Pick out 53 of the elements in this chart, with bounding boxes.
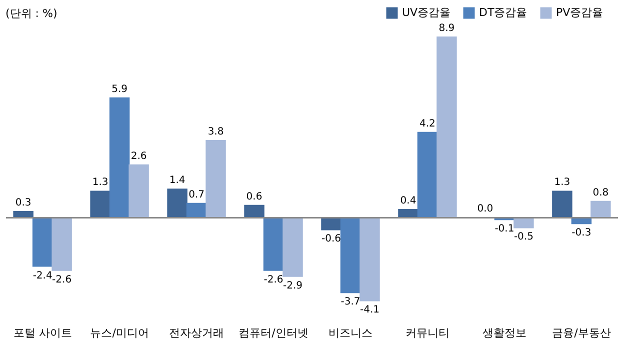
x-tick-label: 금융/부동산 (552, 326, 611, 340)
bar (90, 190, 110, 218)
legend-label: DT증감율 (479, 6, 528, 19)
x-tick-label: 비즈니스 (328, 326, 372, 340)
data-label: 0.8 (592, 187, 609, 198)
x-tick-label: 커뮤니티 (405, 326, 450, 340)
bar (52, 217, 72, 271)
data-label: 8.9 (438, 23, 455, 34)
data-label: -2.6 (52, 274, 72, 286)
data-label: 1.4 (169, 175, 186, 186)
x-tick-label: 전자상거래 (169, 326, 224, 340)
bar (109, 97, 130, 218)
x-tick-label: 포털 사이트 (13, 326, 72, 340)
bar (514, 217, 534, 228)
data-label: 0.4 (400, 195, 416, 206)
data-label: 0.0 (477, 204, 494, 215)
data-label: -2.9 (282, 280, 303, 292)
bar (32, 217, 53, 267)
data-label: 2.6 (130, 150, 147, 162)
data-label: 4.2 (420, 118, 436, 130)
data-label: -0.3 (572, 228, 592, 239)
data-label: 1.3 (554, 177, 570, 188)
bar (167, 188, 188, 218)
x-tick-label: 생활정보 (482, 326, 526, 340)
bar (340, 217, 361, 294)
legend-label: UV증감율 (402, 6, 451, 19)
bar (360, 217, 380, 302)
data-label: -3.7 (340, 296, 360, 308)
data-label: 1.3 (92, 177, 108, 188)
x-tick-label: 뉴스/미디어 (90, 326, 149, 340)
data-label: 5.9 (112, 84, 128, 95)
bar (263, 217, 284, 271)
bar (128, 164, 149, 218)
legend-label: PV증감율 (556, 6, 604, 19)
bar (282, 217, 303, 277)
bar (590, 200, 611, 218)
data-label: 3.8 (208, 126, 224, 138)
x-tick-label: 컴퓨터/인터넷 (238, 326, 308, 340)
data-label: -0.6 (321, 234, 342, 245)
bar (552, 190, 572, 218)
bar (206, 140, 226, 218)
data-label: -0.5 (514, 232, 534, 243)
bar (244, 204, 264, 218)
data-label: -0.1 (494, 224, 514, 235)
bar (417, 132, 438, 218)
data-label: 0.3 (15, 197, 32, 208)
data-label: -2.6 (264, 274, 284, 286)
data-label: -4.1 (360, 304, 380, 316)
text: (단위 : %) (6, 7, 58, 20)
data-label: 0.6 (246, 191, 262, 202)
data-label: 0.7 (188, 189, 204, 200)
bar (436, 36, 457, 218)
data-label: -2.4 (32, 270, 52, 282)
